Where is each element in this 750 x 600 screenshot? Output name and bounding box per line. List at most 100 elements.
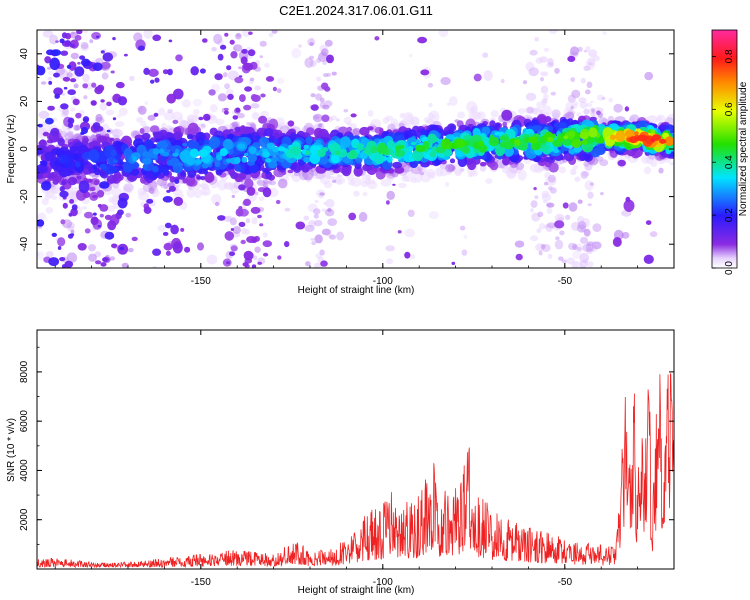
snr-y-ticks: 2000 4000 6000 8000	[19, 346, 674, 570]
spectrogram-cell	[220, 44, 227, 50]
spectrogram-cell	[543, 47, 550, 53]
spectrogram-cell	[121, 262, 129, 268]
spectrogram-cell	[94, 86, 103, 95]
spectrogram-cell	[41, 181, 52, 191]
spectrogram-cell	[251, 94, 261, 103]
spectrogram-cell	[102, 52, 114, 62]
spectrogram-cell	[540, 77, 544, 82]
spectrogram-cell	[561, 259, 567, 264]
spectrogram-cell	[317, 256, 324, 263]
spectrogram-cell	[57, 237, 66, 247]
spectrogram-cell	[61, 180, 67, 186]
spectrogram-cell	[370, 145, 378, 154]
spectrogram-cell	[579, 236, 589, 244]
colorbar-tick-label: 0.6	[724, 102, 735, 116]
spectrogram-cell	[309, 42, 314, 46]
colorbar-tick-label: 0.0	[724, 261, 735, 275]
spectrogram-cell	[138, 105, 147, 115]
spectrogram-cell	[397, 230, 402, 234]
spectrogram-cell	[77, 243, 87, 251]
spectrogram-cell	[117, 197, 128, 209]
spectrogram-cell	[240, 56, 248, 65]
spectrogram-cell	[558, 256, 564, 261]
spectrogram-cell	[54, 93, 60, 99]
spectrogram-cell	[485, 178, 493, 184]
snr-plot-area	[37, 330, 674, 569]
spectrogram-cell	[326, 54, 334, 64]
y-tick-label: 20	[19, 95, 30, 107]
spectrogram-cell	[187, 122, 199, 135]
spectrogram-cell	[410, 254, 416, 260]
spectrogram-cell	[400, 162, 407, 168]
spectrogram-cell	[531, 124, 543, 132]
spectrogram-cell	[262, 232, 268, 238]
spectrogram-cell	[615, 130, 626, 142]
spectrogram-cell	[68, 61, 77, 71]
spectrogram-cell	[428, 211, 439, 220]
spectrogram-cell	[512, 149, 519, 155]
spectrogram-cell	[102, 257, 109, 262]
spectrogram-cell	[88, 244, 96, 252]
spectrogram-cell	[386, 155, 393, 163]
spectrogram-cell	[440, 138, 452, 150]
spectrogram-cell	[68, 212, 73, 217]
spectrogram-cell	[343, 116, 352, 125]
spectrogram-cell	[530, 208, 534, 213]
spectrogram-cell	[613, 103, 623, 113]
spectrogram-cell	[530, 141, 541, 151]
spectrogram-cell	[539, 109, 544, 115]
spectrogram-cell	[416, 145, 426, 153]
spectrogram-cell	[62, 108, 69, 116]
spectrogram-cell	[576, 246, 582, 251]
spectrogram-cell	[565, 214, 571, 220]
spectrogram-cell	[243, 62, 254, 71]
spectrogram-cell	[136, 116, 144, 123]
spectrogram-cell	[148, 187, 155, 194]
spectrogram-cell	[540, 71, 548, 77]
spectrogram-cell	[541, 105, 552, 118]
spectrogram-cell	[551, 109, 561, 119]
spectrogram-cell	[216, 153, 223, 161]
spectrogram-cell	[304, 57, 314, 68]
spectrogram-cell	[230, 217, 237, 226]
spectrogram-cell	[348, 180, 355, 186]
spectrogram-cell	[625, 129, 635, 138]
spectrogram-cell	[587, 191, 594, 199]
spectrogram-cell	[275, 199, 281, 205]
spectrogram-cell	[555, 236, 560, 241]
spectrogram-cell	[190, 66, 199, 76]
spectrogram-cell	[112, 37, 116, 41]
spectrogram-cell	[309, 55, 315, 60]
spectrogram-cell	[450, 124, 455, 131]
y-tick-label: -40	[19, 237, 30, 252]
spectrogram-cell	[438, 30, 449, 38]
spectrogram-cell	[60, 50, 69, 56]
spectrogram-cell	[350, 113, 357, 118]
spectrogram-cell	[84, 30, 88, 34]
spectrogram-cell	[636, 134, 648, 142]
chart-title: C2E1.2024.317.06.01.G11	[279, 3, 433, 18]
colorbar-tick-label: 0.8	[724, 49, 735, 63]
spectrogram-cell	[488, 136, 500, 147]
spectrogram-cell	[578, 97, 587, 103]
spectrogram-cell	[427, 82, 434, 88]
spectrogram-cell	[215, 118, 225, 126]
spectrogram-cell	[445, 181, 450, 187]
spectrogram-cell	[47, 105, 55, 111]
spectrogram-cell	[392, 183, 396, 186]
spectrogram-cell	[99, 102, 108, 111]
spectrogram-cell	[198, 149, 209, 158]
spectrogram-cell	[154, 77, 160, 83]
spectrogram-cell	[92, 122, 101, 131]
spectrogram-cell	[107, 156, 117, 166]
spectrogram-cell	[525, 92, 537, 101]
spectrogram-cell	[553, 122, 560, 128]
spectrogram-cell	[64, 40, 71, 46]
spectrogram-cell	[143, 30, 153, 39]
spectrogram-cell	[163, 111, 175, 121]
spectrogram-cell	[258, 196, 265, 201]
spectrogram-cell	[596, 110, 601, 116]
spectrogram-cell	[321, 48, 329, 57]
spectrogram-cell	[78, 180, 90, 194]
